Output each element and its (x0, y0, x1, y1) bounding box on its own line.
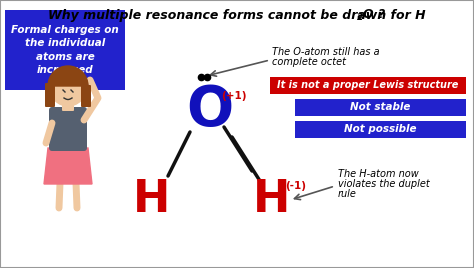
Text: complete octet: complete octet (272, 57, 346, 67)
Text: rule: rule (338, 189, 357, 199)
Text: O: O (186, 83, 234, 137)
Wedge shape (48, 66, 88, 86)
FancyBboxPatch shape (295, 121, 466, 138)
FancyBboxPatch shape (295, 99, 466, 116)
FancyBboxPatch shape (5, 10, 125, 90)
FancyBboxPatch shape (45, 83, 55, 107)
Text: The H-atom now: The H-atom now (338, 169, 419, 179)
FancyBboxPatch shape (62, 99, 74, 111)
Text: (-1): (-1) (285, 181, 307, 191)
Text: H: H (253, 178, 291, 221)
FancyBboxPatch shape (49, 107, 87, 151)
Text: violates the duplet: violates the duplet (338, 179, 430, 189)
Text: Formal charges on
the individual
atoms are
increased: Formal charges on the individual atoms a… (11, 25, 119, 75)
FancyBboxPatch shape (270, 77, 466, 94)
Polygon shape (44, 148, 92, 184)
Text: Why multiple resonance forms cannot be drawn for H: Why multiple resonance forms cannot be d… (48, 9, 426, 21)
Text: O ?: O ? (363, 9, 385, 21)
FancyBboxPatch shape (81, 85, 91, 107)
Text: Not stable: Not stable (350, 102, 410, 113)
Circle shape (50, 70, 86, 106)
Text: (+1): (+1) (221, 91, 247, 101)
Text: H: H (133, 178, 171, 221)
Text: Not possible: Not possible (344, 125, 417, 135)
Text: It is not a proper Lewis structure: It is not a proper Lewis structure (277, 80, 459, 91)
Text: The O-atom still has a: The O-atom still has a (272, 47, 380, 57)
Text: 2: 2 (356, 13, 363, 22)
